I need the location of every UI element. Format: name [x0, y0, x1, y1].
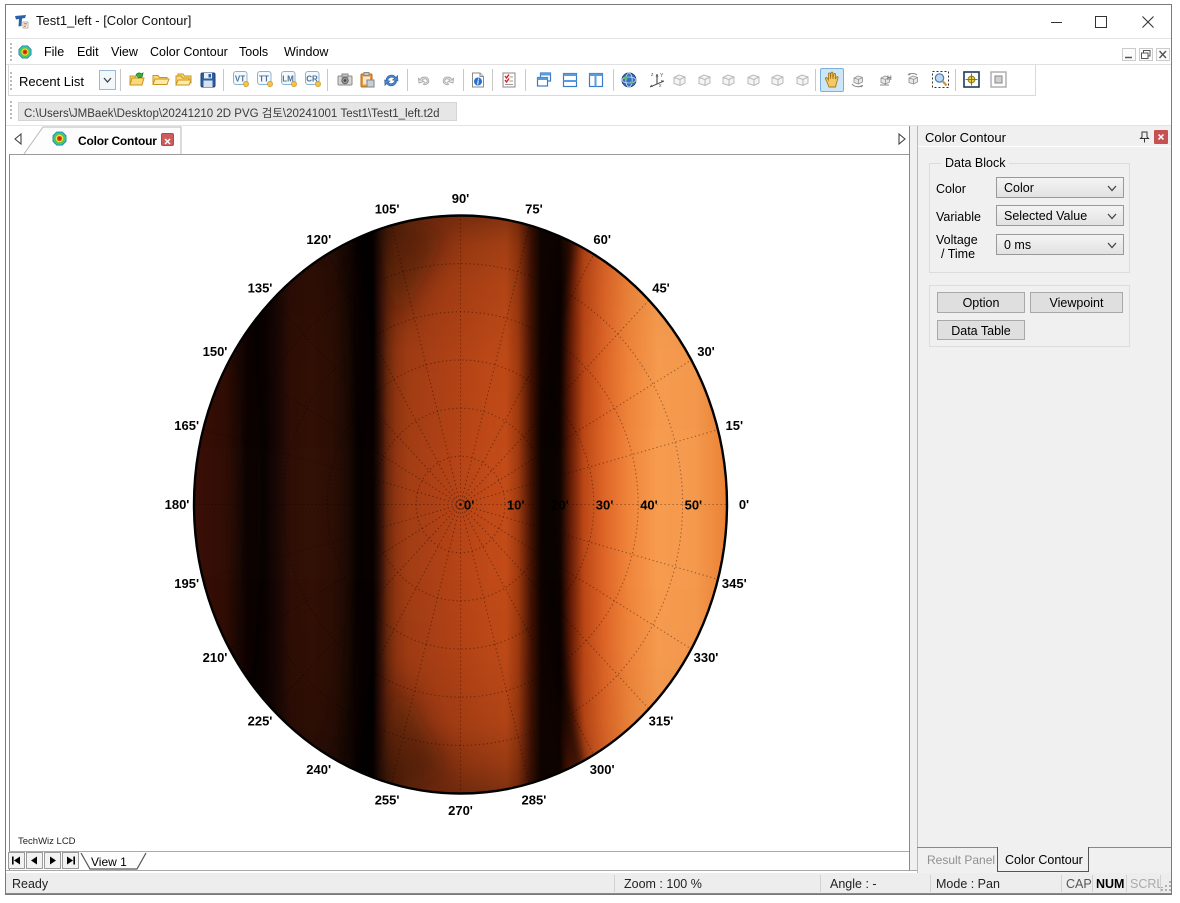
svg-text:i: i — [477, 78, 480, 87]
svg-text:TT: TT — [259, 75, 269, 84]
svg-text:315': 315' — [649, 713, 674, 728]
svg-text:300': 300' — [590, 762, 615, 777]
svg-text:120': 120' — [306, 232, 331, 247]
svg-text:255': 255' — [375, 793, 400, 808]
svg-text:75': 75' — [525, 201, 543, 216]
svg-text:240': 240' — [306, 762, 331, 777]
svg-text:VT: VT — [235, 75, 245, 84]
svg-text:CR: CR — [306, 75, 318, 84]
svg-text:180': 180' — [165, 497, 190, 512]
svg-text:45': 45' — [652, 281, 670, 296]
svg-text:330': 330' — [694, 650, 719, 665]
svg-text:210': 210' — [203, 650, 228, 665]
svg-text:30': 30' — [697, 344, 715, 359]
svg-text:135': 135' — [248, 281, 273, 296]
svg-text:150': 150' — [203, 344, 228, 359]
svg-text:50': 50' — [685, 498, 703, 513]
svg-text:225': 225' — [248, 713, 273, 728]
svg-text:30': 30' — [596, 498, 614, 513]
svg-text:10': 10' — [507, 498, 525, 513]
svg-text:60': 60' — [593, 232, 611, 247]
svg-text:195': 195' — [174, 576, 199, 591]
svg-text:345': 345' — [722, 576, 747, 591]
svg-text:20': 20' — [551, 498, 569, 513]
svg-text:x: x — [659, 83, 662, 88]
svg-text:270': 270' — [448, 803, 473, 818]
svg-text:105': 105' — [375, 201, 400, 216]
svg-text:90': 90' — [452, 191, 470, 206]
svg-text:15': 15' — [726, 418, 744, 433]
svg-text:z: z — [651, 72, 654, 78]
svg-text:0': 0' — [464, 498, 474, 513]
svg-text:40': 40' — [640, 498, 658, 513]
svg-text:285': 285' — [522, 793, 547, 808]
svg-text:Y: Y — [660, 73, 664, 79]
svg-text:165': 165' — [174, 418, 199, 433]
svg-text:H: H — [887, 75, 892, 82]
svg-text:0': 0' — [739, 497, 749, 512]
svg-text:LM: LM — [282, 75, 294, 84]
svg-text:TechWiz LCD: TechWiz LCD — [18, 836, 76, 847]
